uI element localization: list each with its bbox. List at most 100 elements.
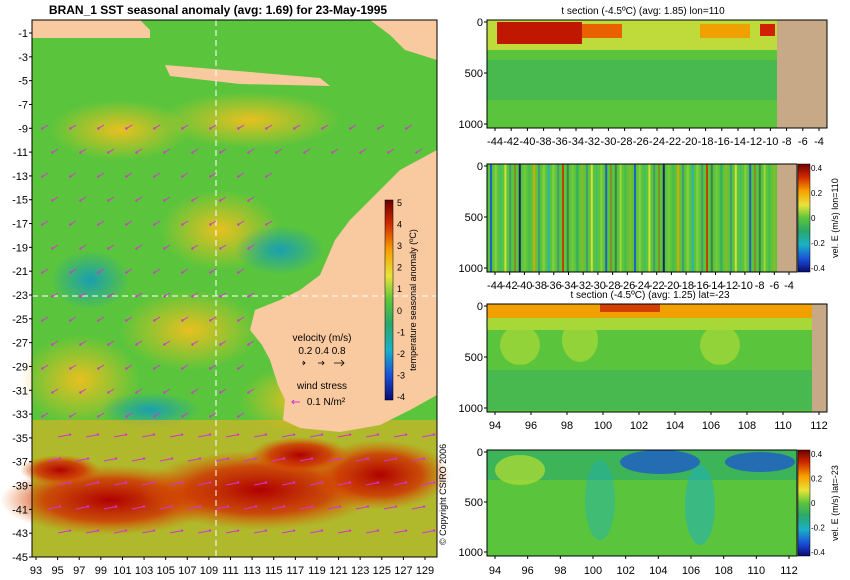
map-lat-tick-label: -45 — [12, 552, 28, 564]
wind-arrow — [327, 505, 342, 510]
wind-arrow — [153, 124, 161, 130]
wind-arrow — [293, 124, 301, 130]
panel-y-tick-label: 500 — [465, 68, 483, 80]
panel-x-tick-label: 94 — [489, 565, 501, 577]
velocity-stripe — [691, 164, 694, 272]
wind-arrow — [237, 268, 245, 274]
panel1-title: t section (-4.5ºC) (avg: 1.85) lon=110 — [561, 6, 725, 17]
panel-y-tick-label: 1000 — [459, 403, 483, 415]
panel-x-tick-label: -18 — [678, 280, 694, 292]
wind-arrow — [69, 124, 77, 130]
velocity-stripe — [686, 164, 689, 272]
panel-colorbar-tick-label: -0.4 — [811, 264, 825, 273]
land-sumatra — [32, 20, 150, 38]
wind-arrow — [237, 124, 245, 130]
wind-arrow — [153, 220, 161, 226]
panel-x-tick-label: 108 — [738, 420, 756, 432]
velocity-stripe — [533, 164, 536, 272]
wind-arrow — [219, 340, 227, 346]
panel-colorbar-tick-label: 0.4 — [811, 164, 823, 173]
wind-arrow — [103, 457, 118, 462]
velocity-stripe — [749, 164, 752, 272]
map-lon-tick-label: 125 — [373, 565, 391, 577]
panel-x-tick-label: -36 — [552, 136, 568, 148]
wind-arrow — [181, 124, 189, 130]
panel-y-tick-label: 0 — [477, 161, 483, 173]
wind-arrow — [247, 388, 255, 394]
wind-arrow — [365, 433, 380, 438]
velocity-arrows — [41, 124, 436, 534]
wind-arrow — [411, 457, 426, 462]
wind-arrow — [163, 148, 171, 154]
wind-arrow — [57, 481, 72, 486]
wind-arrow — [209, 364, 217, 370]
wind-arrow — [219, 292, 227, 298]
velocity-stripe — [653, 164, 656, 272]
velocity-stripe — [518, 164, 521, 272]
wind-arrow — [153, 268, 161, 274]
wind-arrow — [365, 529, 380, 534]
map-colorbar-ticks: 5 4 3 2 1 0 -1 -2 -3 -4 — [397, 198, 405, 402]
wind-arrow — [337, 529, 352, 534]
map-lat-tick-label: -5 — [18, 76, 28, 88]
velocity-stripe — [763, 164, 766, 272]
wind-arrow — [97, 364, 105, 370]
wind-arrow — [69, 268, 77, 274]
wind-arrow — [51, 292, 59, 298]
wind-arrow — [113, 529, 128, 534]
wind-arrow — [393, 529, 408, 534]
wind-arrow — [421, 481, 436, 486]
panel-x-tick-label: -34 — [568, 136, 584, 148]
wind-arrow — [97, 220, 105, 226]
map-lat-tick-label: -11 — [13, 147, 28, 159]
map-lon-tick-label: 119 — [308, 565, 326, 577]
wind-arrow — [281, 433, 296, 438]
wind-arrow — [225, 433, 240, 438]
velocity-stripe — [734, 164, 737, 272]
map-lon-tick-label: 101 — [113, 565, 131, 577]
wind-arrow — [247, 340, 255, 346]
velocity-stripe — [523, 164, 526, 272]
wind-arrow — [237, 412, 245, 418]
velocity-stripe — [514, 164, 516, 272]
velocity-stripe — [614, 164, 617, 272]
panel-x-tick-label: 110 — [774, 420, 792, 432]
wind-arrow — [191, 340, 199, 346]
wind-arrow — [153, 316, 161, 322]
wind-arrow — [281, 481, 296, 486]
wind-arrow — [219, 244, 227, 250]
wind-arrow — [383, 505, 398, 510]
velocity-stripe — [696, 164, 699, 272]
panel1-axes: -44 -42 -40 -38 -36 -34 -32 -30 -28 -26 -24 -22 -20-… — [459, 17, 824, 148]
panel-x-tick-label: -38 — [531, 280, 547, 292]
land-java — [165, 65, 330, 86]
map-lat-tick-label: -33 — [12, 409, 28, 421]
wind-arrow — [181, 268, 189, 274]
panel-y-tick-label: 500 — [465, 352, 483, 364]
wind-arrow — [103, 505, 118, 510]
panel-y-tick-label: 500 — [465, 497, 483, 509]
velocity-stripe — [648, 164, 651, 272]
panel-colorbar-tick-label: -0.2 — [811, 524, 825, 533]
panel4-colorbar — [797, 449, 811, 557]
wind-arrow — [169, 529, 184, 534]
velocity-stripe — [576, 164, 579, 272]
velocity-stripe — [586, 164, 588, 272]
wind-arrow — [299, 457, 314, 462]
wind-arrow — [135, 148, 143, 154]
panel-x-tick-label: 108 — [714, 565, 732, 577]
wind-arrow — [181, 364, 189, 370]
wind-arrow — [163, 340, 171, 346]
wind-arrow — [303, 148, 311, 154]
map-colorbar — [384, 199, 394, 401]
map-lat-tick-label: -39 — [12, 481, 28, 493]
panel-x-tick-label: -36 — [546, 280, 562, 292]
wind-arrow — [377, 124, 385, 130]
panel-x-tick-label: -42 — [503, 136, 519, 148]
wind-arrow — [153, 364, 161, 370]
wind-arrow — [209, 316, 217, 322]
panel-x-tick-label: -20 — [663, 280, 679, 292]
map-lon-tick-label: 111 — [222, 565, 239, 577]
wind-arrow — [271, 505, 286, 510]
panel-x-tick-label: -24 — [649, 136, 665, 148]
